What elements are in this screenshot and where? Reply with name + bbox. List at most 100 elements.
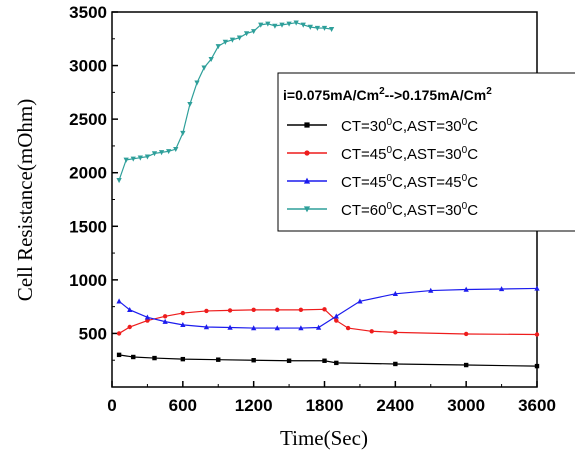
data-point — [251, 307, 256, 313]
x-tick-label: 2400 — [376, 396, 414, 415]
data-point — [498, 286, 505, 292]
data-point — [187, 101, 193, 108]
data-point — [137, 155, 143, 161]
y-axis-title: Cell Resistance(mOhm) — [13, 99, 37, 301]
series-3 — [116, 285, 540, 331]
data-point — [345, 325, 351, 331]
x-tick-label: 1800 — [306, 396, 344, 415]
data-point — [123, 157, 129, 163]
data-point — [144, 154, 151, 160]
data-point — [357, 298, 363, 304]
data-point — [215, 44, 221, 50]
data-point — [463, 331, 469, 337]
data-point — [314, 25, 321, 31]
series-line — [118, 287, 538, 329]
data-point — [180, 130, 186, 136]
data-point — [534, 285, 540, 291]
x-tick-label: 1200 — [235, 396, 273, 415]
x-tick-label: 0 — [107, 396, 116, 415]
data-point — [227, 324, 233, 330]
data-point — [463, 286, 469, 292]
data-point — [321, 25, 328, 31]
data-point — [334, 360, 339, 366]
series-4 — [116, 20, 335, 184]
data-point — [116, 331, 122, 336]
data-point — [180, 356, 186, 362]
data-point — [393, 330, 398, 335]
data-point — [173, 146, 179, 153]
series-2 — [116, 307, 540, 337]
data-point — [293, 20, 299, 26]
data-point — [334, 318, 339, 323]
data-point — [328, 26, 335, 33]
data-point — [227, 308, 233, 313]
data-point — [151, 151, 158, 157]
y-tick-label: 3500 — [69, 3, 107, 22]
data-point — [166, 149, 172, 155]
data-point — [229, 37, 236, 43]
y-tick-label: 2000 — [69, 164, 107, 183]
legend-title: i=0.075mA/Cm2-->0.175mA/Cm2 — [283, 86, 492, 103]
legend-entry: CT=300C,AST=300C — [287, 117, 478, 135]
x-tick-label: 600 — [169, 396, 197, 415]
data-point — [534, 363, 540, 369]
series-1 — [116, 352, 540, 369]
legend-label: CT=300C,AST=300C — [341, 117, 478, 135]
data-point — [286, 358, 292, 363]
data-point — [251, 358, 256, 363]
y-tick-label: 3000 — [69, 57, 107, 76]
data-point — [298, 307, 304, 313]
series-layer — [116, 20, 540, 369]
legend-marker — [303, 206, 311, 213]
legend-entry: CT=450C,AST=300C — [287, 145, 478, 163]
y-tick-label: 1500 — [69, 217, 107, 236]
legend-entries: CT=300C,AST=300C CT=450C,AST=300C CT=450C,… — [287, 117, 478, 219]
data-point — [216, 357, 221, 362]
data-point — [300, 22, 306, 28]
data-point — [243, 31, 250, 37]
data-point — [286, 21, 292, 27]
y-axis: 500 1000 1500 2000 2500 3000 3500 — [69, 3, 118, 361]
legend-marker — [303, 177, 311, 184]
data-point — [116, 298, 122, 304]
legend-marker — [304, 122, 310, 128]
data-point — [162, 318, 168, 324]
data-point — [194, 80, 200, 86]
x-tick-label: 3000 — [447, 396, 485, 415]
data-point — [315, 324, 322, 330]
data-point — [127, 324, 132, 330]
data-point — [116, 178, 122, 184]
data-point — [251, 325, 257, 331]
data-point — [298, 325, 304, 331]
x-axis-title: Time(Sec) — [280, 426, 368, 450]
legend-label: CT=600C,AST=300C — [341, 201, 478, 219]
legend-entry: CT=600C,AST=300C — [287, 201, 478, 219]
data-point — [180, 310, 186, 316]
data-point — [322, 358, 327, 363]
data-point — [392, 290, 398, 296]
data-point — [208, 56, 214, 63]
data-point — [393, 361, 398, 367]
data-point — [265, 21, 271, 27]
data-point — [274, 325, 280, 331]
x-tick-label: 3600 — [518, 396, 556, 415]
data-point — [275, 307, 280, 313]
data-point — [152, 355, 157, 361]
data-point — [322, 307, 327, 312]
data-point — [180, 321, 186, 328]
data-point — [428, 287, 434, 293]
x-axis: 0 600 1200 1800 2400 3000 3600 — [107, 381, 556, 415]
series-line — [118, 354, 538, 367]
legend-label: CT=450C,AST=450C — [341, 173, 478, 191]
data-point — [116, 352, 122, 358]
y-tick-label: 1000 — [69, 271, 107, 290]
data-point — [130, 156, 136, 162]
data-point — [251, 29, 257, 35]
data-point — [162, 314, 168, 319]
data-point — [236, 35, 243, 41]
legend-label: CT=450C,AST=300C — [341, 145, 478, 163]
data-point — [127, 306, 133, 313]
data-point — [204, 308, 209, 314]
data-point — [201, 65, 207, 71]
